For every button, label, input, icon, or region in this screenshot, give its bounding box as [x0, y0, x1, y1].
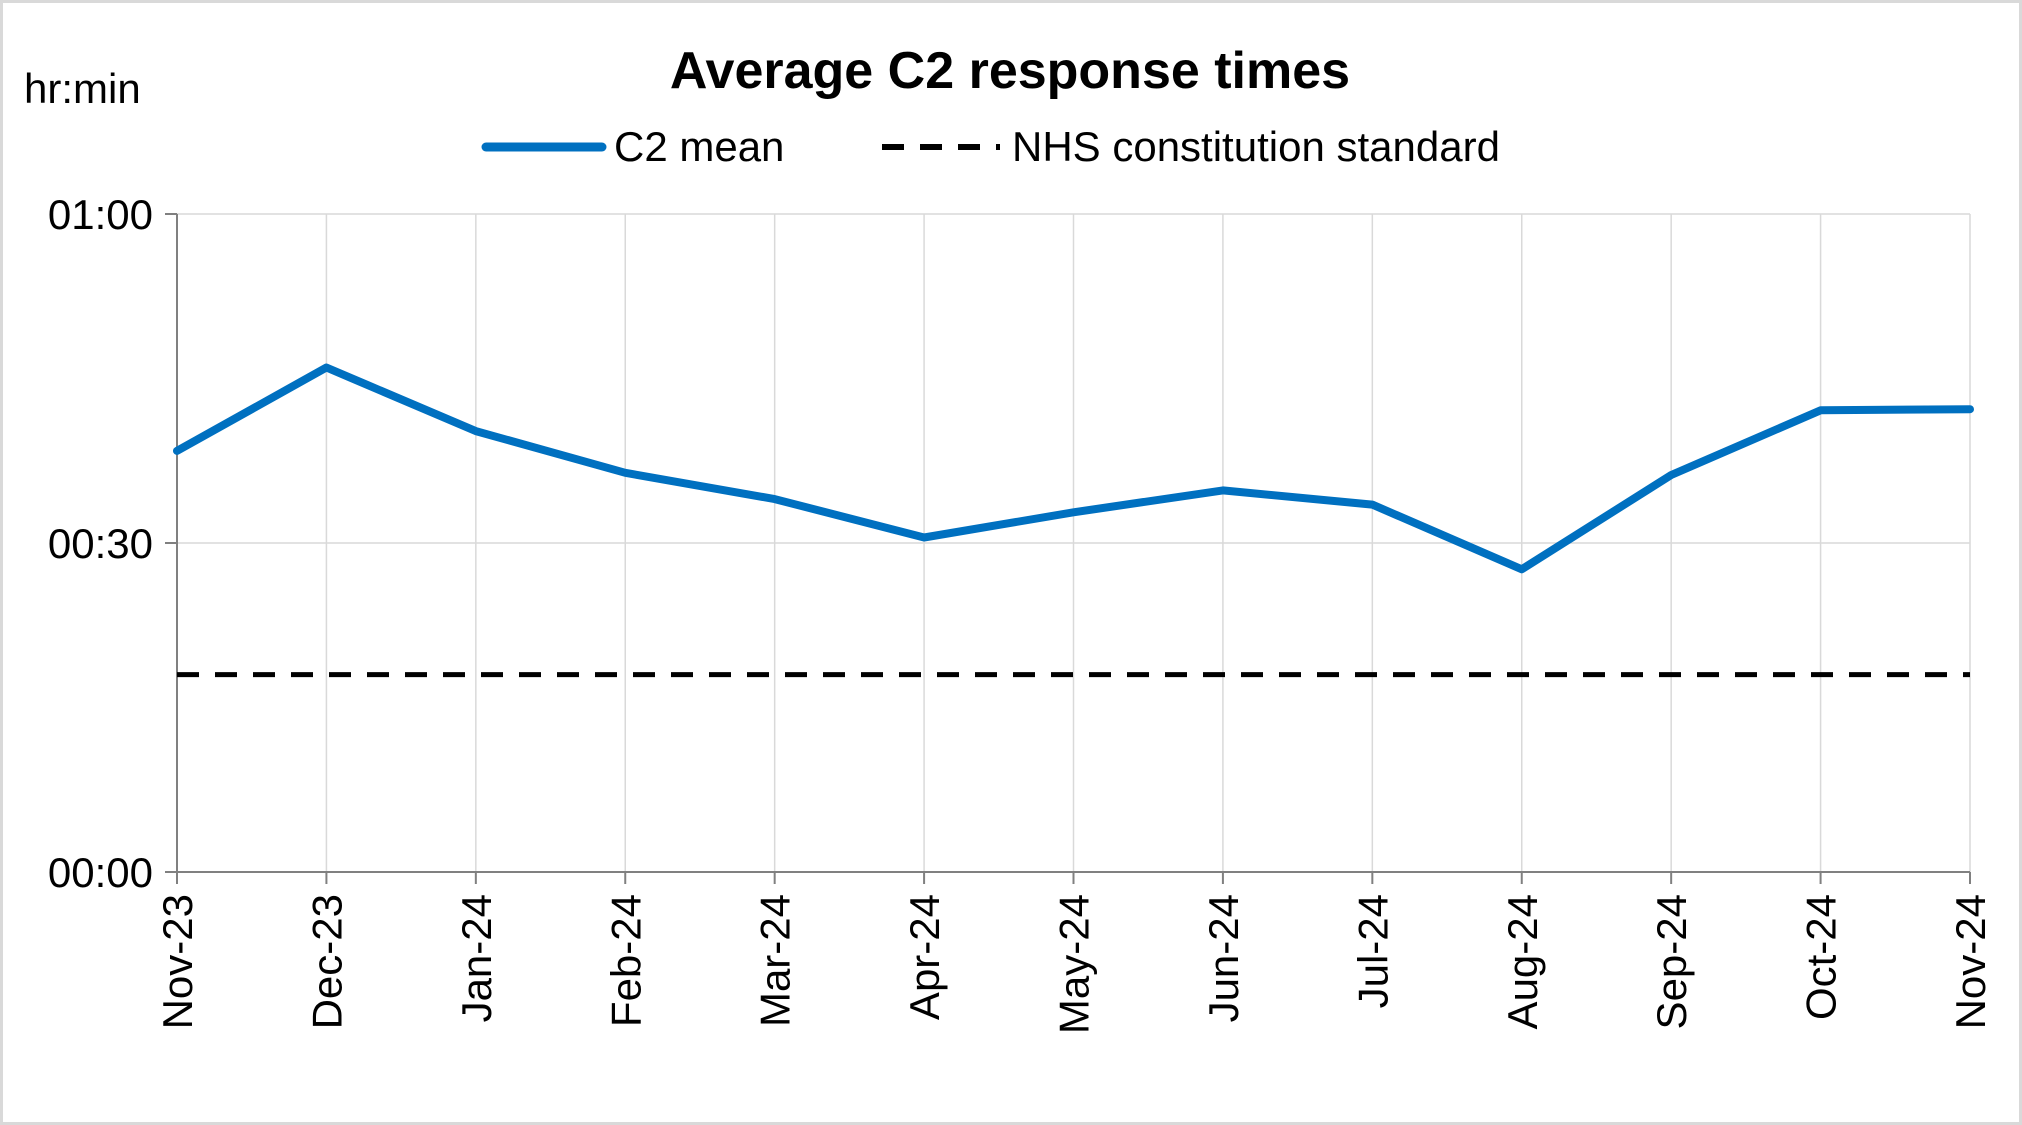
x-tick-label: Sep-24 [1648, 894, 1695, 1029]
y-unit-label: hr:min [24, 65, 141, 112]
x-tick-label: Feb-24 [602, 894, 649, 1027]
x-tick-label: Jul-24 [1349, 894, 1396, 1008]
y-tick-label: 01:00 [48, 191, 153, 238]
axes [165, 213, 1971, 884]
x-tick-label: Aug-24 [1499, 894, 1546, 1029]
x-tick-label: Nov-24 [1947, 894, 1994, 1029]
x-tick-label: Mar-24 [752, 894, 799, 1027]
x-tick-label: Apr-24 [901, 894, 948, 1020]
x-tick-label: Jun-24 [1200, 894, 1247, 1022]
x-tick-label: Nov-23 [154, 894, 201, 1029]
legend: C2 mean NHS constitution standard [481, 123, 1500, 170]
y-tick-label: 00:00 [48, 849, 153, 896]
series-lines [173, 363, 1974, 678]
x-tick-labels: Nov-23 Dec-23 Jan-24 Feb-24 Mar-24 Apr-24 May-… [154, 894, 1994, 1034]
chart-title: Average C2 response times [670, 42, 1350, 100]
horizontal-gridlines [177, 213, 1970, 544]
x-tick-label: Dec-23 [303, 894, 350, 1029]
legend-label-c2-mean: C2 mean [614, 123, 784, 170]
legend-label-nhs-standard: NHS constitution standard [1012, 123, 1500, 170]
x-tick-label: May-24 [1051, 894, 1098, 1034]
series-line-c2-mean [173, 363, 1974, 574]
y-tick-labels: 00:00 00:30 01:00 [48, 191, 153, 896]
x-tick-label: Oct-24 [1798, 894, 1845, 1020]
y-tick-label: 00:30 [48, 520, 153, 567]
x-tick-label: Jan-24 [453, 894, 500, 1022]
